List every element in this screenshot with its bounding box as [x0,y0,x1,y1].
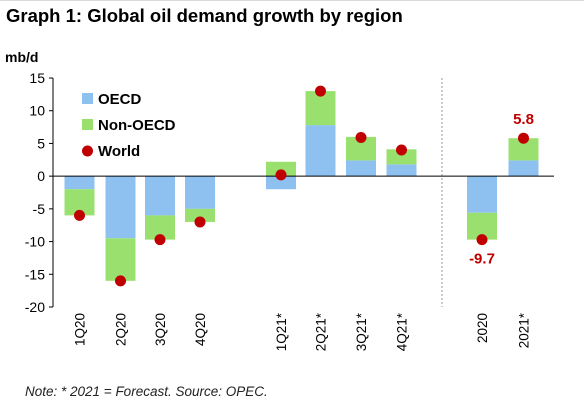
legend-swatch-oecd [82,93,93,104]
y-tick-label: -10 [25,234,45,250]
bar-oecd-3q21f [346,160,376,177]
bar-oecd-4q21f [386,164,417,177]
x-tick-label: 3Q21* [354,312,369,351]
chart-title: Graph 1: Global oil demand growth by reg… [6,5,403,26]
data-label-world: 5.8 [513,111,534,128]
legend-label-world: World [98,143,140,160]
world-point-4q21f [396,144,407,156]
legend-label-non-oecd: Non-OECD [98,117,176,134]
bar-oecd-4q20 [185,176,215,209]
x-tick-label: 1Q21* [274,312,289,351]
world-point-2021f [518,132,529,144]
world-point-4q20 [194,216,206,228]
top-border-line [0,0,584,1]
y-tick-label: 5 [37,135,45,151]
bar-oecd-2q20 [105,176,136,239]
y-tick-label: 0 [37,168,45,184]
legend-marker-world [82,145,93,157]
world-point-1q21f [275,169,287,181]
x-tick-label: 2Q20 [114,313,129,346]
x-tick-label: 2Q21* [314,312,329,351]
x-tick-label: 4Q20 [193,313,208,346]
world-point-3q20 [154,234,166,246]
y-tick-label: -15 [25,266,45,282]
bar-oecd-3q20 [145,176,175,216]
x-tick-label: 2020 [475,313,490,343]
bar-non-oecd-3q21f [346,136,376,161]
y-tick-label: 10 [29,103,45,119]
world-point-2020 [476,234,488,246]
bar-oecd-2021f [508,160,539,177]
world-point-1q20 [74,209,85,221]
bar-non-oecd-2q20 [105,238,136,281]
bar-non-oecd-2021f [508,138,539,161]
bar-oecd-2020 [467,176,497,213]
bar-oecd-2q21f [305,125,336,177]
x-tick-label: 3Q20 [153,313,168,346]
legend: OECD Non-OECD World [82,91,176,160]
y-tick-label: -20 [25,299,45,315]
world-point-2q21f [315,85,326,97]
bar-oecd-1q21f [266,176,296,190]
legend-label-oecd: OECD [98,91,142,108]
y-tick-label: -5 [33,201,46,217]
bar-non-oecd-4q20 [185,208,215,222]
legend-swatch-non-oecd [82,119,93,130]
bar-oecd-1q20 [64,176,95,190]
world-point-2q20 [115,275,126,287]
bar-non-oecd-1q21f [266,161,296,177]
y-axis-unit-label: mb/d [5,49,38,65]
y-tick-label: 15 [29,70,45,86]
data-label-world: -9.7 [469,251,495,268]
world-point-3q21f [355,132,367,144]
x-tick-label: 2021* [517,312,532,348]
footnote: Note: * 2021 = Forecast. Source: OPEC. [25,384,268,399]
bar-non-oecd-2q21f [305,91,336,126]
x-tick-label: 4Q21* [395,312,410,351]
bar-non-oecd-4q21f [386,149,417,165]
x-tick-label: 1Q20 [73,313,88,346]
